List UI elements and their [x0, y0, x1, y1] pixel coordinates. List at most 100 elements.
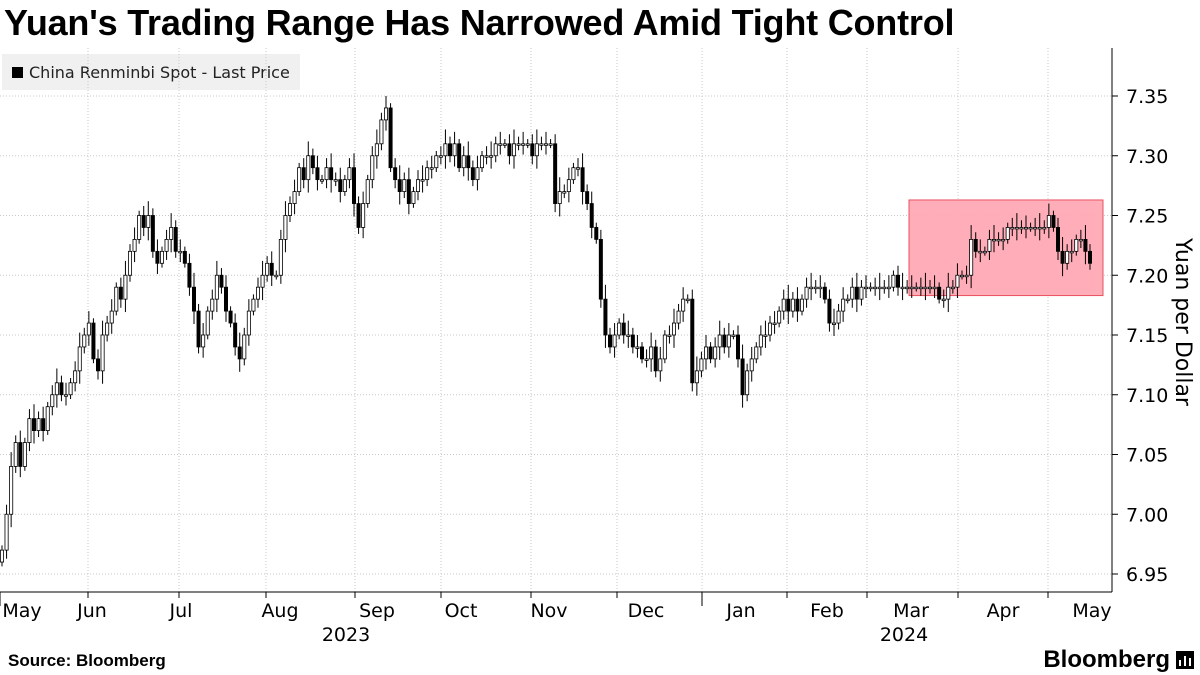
candle-body — [210, 298, 215, 312]
candle-body — [191, 286, 196, 312]
candle-body — [777, 310, 782, 324]
y-tick-label: 7.25 — [1126, 206, 1168, 228]
candle-body — [265, 262, 270, 276]
candle-body — [585, 191, 590, 204]
candle-body — [242, 334, 247, 360]
highlight-range-box — [908, 199, 1104, 297]
candle-body — [461, 155, 466, 169]
candle-body — [22, 442, 27, 467]
candle-body — [438, 155, 443, 158]
candle-body — [146, 215, 151, 228]
candle-body — [118, 286, 123, 300]
candle-body — [1005, 227, 1010, 240]
brand-logo: Bloomberg — [1043, 646, 1194, 674]
candle-body — [114, 286, 119, 312]
candle-body — [946, 286, 951, 300]
x-tick-label: May — [2, 600, 41, 622]
candle-body — [402, 179, 407, 192]
candle-body — [319, 179, 324, 182]
candle-body — [726, 334, 731, 348]
candle-body — [246, 310, 251, 336]
candle-body — [758, 334, 763, 348]
y-tick-label: 7.35 — [1126, 86, 1168, 108]
candle-body — [745, 370, 750, 396]
candle-body — [32, 418, 37, 431]
candle-body — [626, 334, 631, 337]
candle-body — [498, 143, 503, 146]
candle-body — [987, 238, 992, 252]
candle-body — [470, 167, 475, 181]
candle-body — [347, 167, 352, 181]
candle-body — [690, 298, 695, 384]
legend-label: China Renminbi Spot - Last Price — [29, 62, 290, 82]
candle-body — [1078, 238, 1083, 242]
candle-body — [873, 286, 878, 290]
candle-body — [521, 143, 526, 146]
candle-body — [251, 298, 256, 312]
candle-body — [68, 382, 73, 396]
candle-body — [822, 286, 827, 300]
candle-body — [699, 358, 704, 372]
x-tick-label: Jan — [725, 600, 755, 622]
candle-body — [406, 179, 411, 204]
candle-body — [502, 143, 507, 146]
candle-body — [484, 155, 489, 158]
candle-body — [137, 215, 142, 240]
candle-body — [338, 179, 343, 192]
candle-body — [187, 262, 192, 288]
candle-body — [41, 418, 46, 431]
y-tick-label: 7.05 — [1126, 445, 1168, 467]
candle-body — [571, 167, 576, 181]
x-tick-label: Jul — [169, 600, 193, 622]
candle-body — [333, 179, 338, 182]
candle-body — [1019, 227, 1024, 230]
candle-body — [621, 322, 626, 336]
candle-body — [539, 143, 544, 146]
axes: 6.95 7.00 7.05 7.10 7.15 7.20 7.25 7.30 7.35 Yuan… — [0, 48, 1195, 646]
candle-body — [900, 286, 905, 290]
candle-body — [512, 143, 517, 157]
candles — [0, 96, 1093, 567]
candle-body — [667, 334, 672, 337]
candle-body — [1042, 227, 1047, 230]
candle-body — [1046, 215, 1051, 228]
candle-body — [658, 358, 663, 372]
candle-body — [36, 418, 41, 431]
candle-body — [329, 167, 334, 181]
candle-body — [475, 167, 480, 181]
candle-body — [466, 155, 471, 169]
candle-body — [525, 143, 530, 146]
candle-body — [859, 286, 864, 300]
chart-title: Yuan's Trading Range Has Narrowed Amid T… — [4, 2, 955, 43]
y-axis-label: Yuan per Dollar — [1170, 237, 1195, 407]
candle-body — [950, 286, 955, 290]
legend-swatch — [12, 66, 23, 78]
candle-body — [749, 358, 754, 372]
brand-name: Bloomberg — [1043, 646, 1170, 673]
candle-body — [223, 286, 228, 312]
candle-body — [4, 513, 9, 551]
candle-body — [909, 286, 914, 290]
candle-body — [255, 286, 260, 300]
candle-body — [415, 179, 420, 192]
x-tick-label: Aug — [261, 600, 298, 622]
candle-body — [772, 322, 777, 325]
x-tick-label: May — [1072, 600, 1111, 622]
candle-body — [1033, 227, 1038, 230]
x-year-label: 2024 — [880, 624, 928, 646]
candle-body — [164, 238, 169, 252]
x-tick-label: Jun — [76, 600, 107, 622]
candle-body — [155, 250, 160, 264]
candle-body — [105, 322, 110, 336]
candle-body — [182, 250, 187, 264]
candle-body — [809, 286, 814, 290]
candle-body — [790, 298, 795, 312]
candle-body — [356, 203, 361, 228]
candle-body — [18, 442, 23, 467]
candle-body — [443, 143, 448, 157]
candle-body — [763, 334, 768, 337]
candle-body — [324, 167, 329, 181]
candle-body — [205, 310, 210, 336]
candle-body — [1060, 250, 1065, 264]
candle-body — [1083, 238, 1088, 252]
